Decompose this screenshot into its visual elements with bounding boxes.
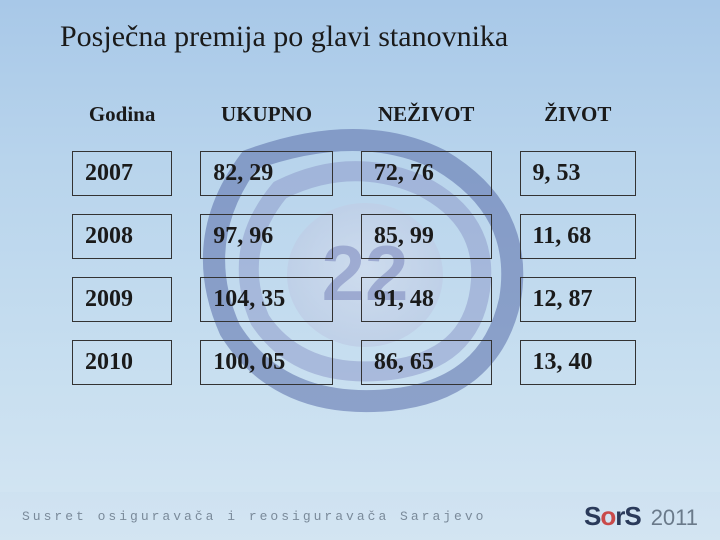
cell: 2010 bbox=[72, 340, 172, 385]
cell: 97, 96 bbox=[200, 214, 333, 259]
cell: 72, 76 bbox=[361, 151, 492, 196]
footer: Susret osiguravača i reosiguravača Saraj… bbox=[0, 492, 720, 540]
col-header-nezivot: NEŽIVOT bbox=[361, 96, 492, 133]
logo-year: 2011 bbox=[651, 505, 698, 531]
table-row: 2010 100, 05 86, 65 13, 40 bbox=[72, 340, 636, 385]
cell: 9, 53 bbox=[520, 151, 636, 196]
cell: 100, 05 bbox=[200, 340, 333, 385]
table-row: 2009 104, 35 91, 48 12, 87 bbox=[72, 277, 636, 322]
cell: 86, 65 bbox=[361, 340, 492, 385]
table-row: 2007 82, 29 72, 76 9, 53 bbox=[72, 151, 636, 196]
cell: 2008 bbox=[72, 214, 172, 259]
logo-text: SorS bbox=[584, 501, 641, 532]
footer-text: Susret osiguravača i reosiguravača Saraj… bbox=[22, 509, 486, 524]
cell: 82, 29 bbox=[200, 151, 333, 196]
cell: 91, 48 bbox=[361, 277, 492, 322]
table-header-row: Godina UKUPNO NEŽIVOT ŽIVOT bbox=[72, 96, 636, 133]
cell: 11, 68 bbox=[520, 214, 636, 259]
cell: 2007 bbox=[72, 151, 172, 196]
col-header-godina: Godina bbox=[72, 96, 172, 133]
col-header-zivot: ŽIVOT bbox=[520, 96, 636, 133]
slide-content: Posječna premija po glavi stanovnika God… bbox=[0, 0, 720, 403]
data-table: Godina UKUPNO NEŽIVOT ŽIVOT 2007 82, 29 … bbox=[44, 78, 664, 403]
footer-logo: SorS 2011 bbox=[584, 501, 698, 532]
slide-title: Posječna premija po glavi stanovnika bbox=[60, 20, 680, 54]
cell: 85, 99 bbox=[361, 214, 492, 259]
cell: 13, 40 bbox=[520, 340, 636, 385]
table-row: 2008 97, 96 85, 99 11, 68 bbox=[72, 214, 636, 259]
cell: 104, 35 bbox=[200, 277, 333, 322]
col-header-ukupno: UKUPNO bbox=[200, 96, 333, 133]
cell: 12, 87 bbox=[520, 277, 636, 322]
cell: 2009 bbox=[72, 277, 172, 322]
